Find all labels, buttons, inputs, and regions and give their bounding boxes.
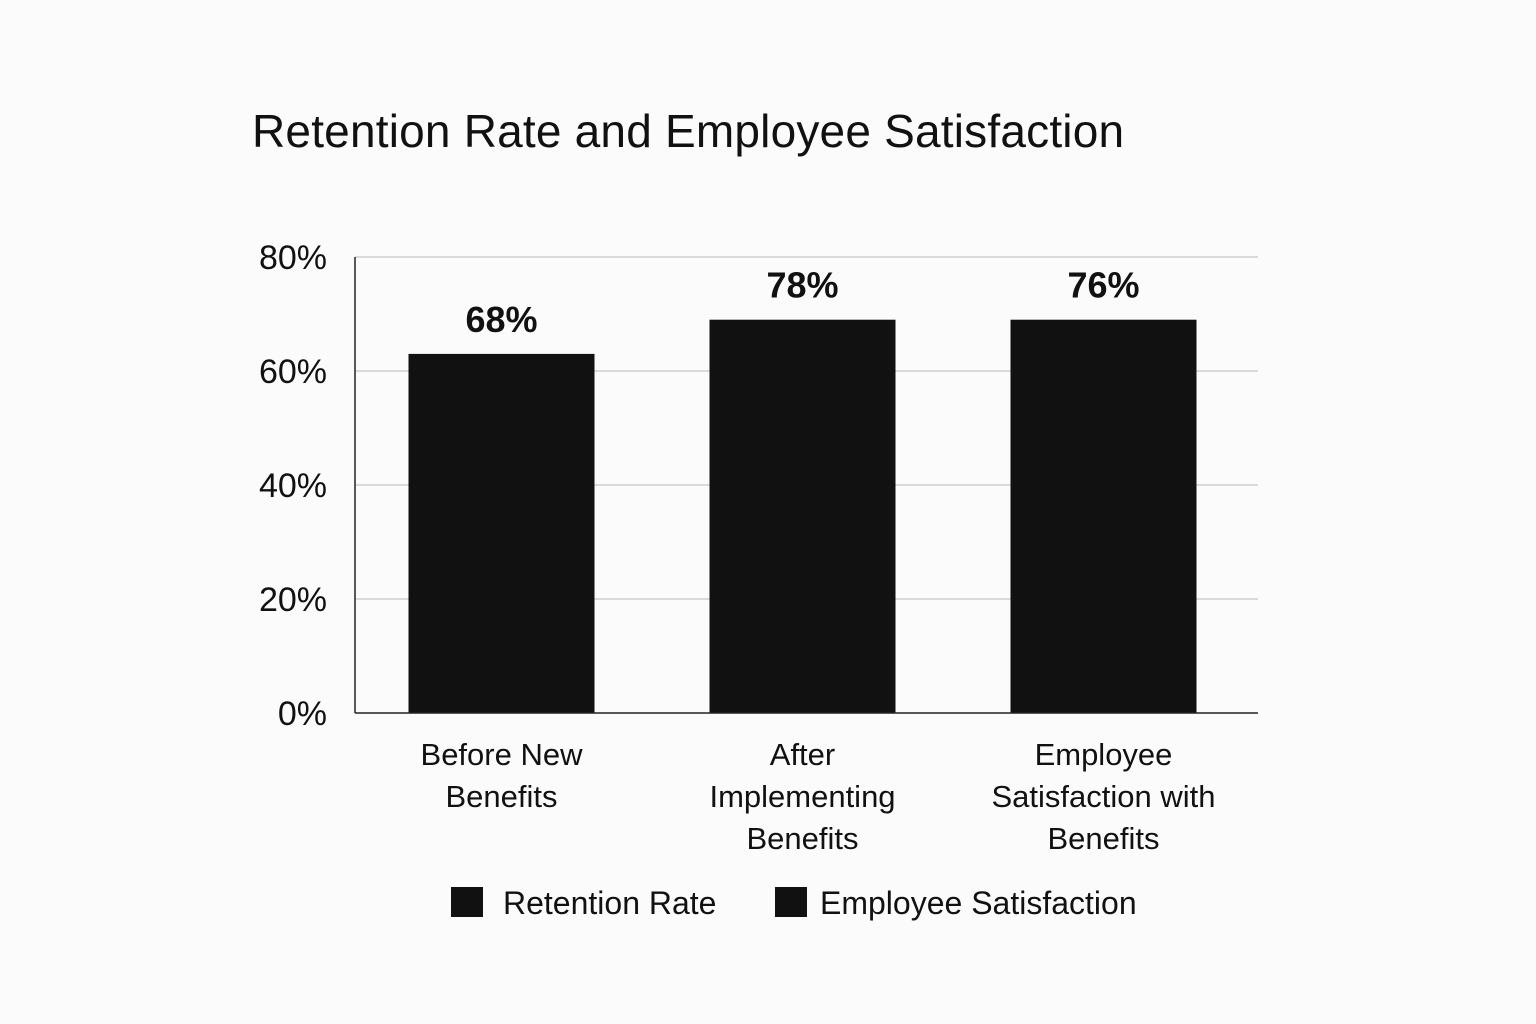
y-tick-label: 80%	[259, 239, 327, 277]
axes	[354, 257, 1258, 714]
y-tick-label: 20%	[259, 581, 327, 619]
bar	[408, 353, 595, 713]
legend-label: Retention Rate	[503, 885, 716, 921]
y-tick-label: 0%	[278, 695, 327, 733]
y-tick-label: 40%	[259, 467, 327, 505]
data-labels: 68% 78% 76%	[465, 265, 1139, 340]
legend: Retention Rate Employee Satisfaction	[451, 885, 1137, 921]
bar	[1010, 319, 1197, 713]
bars	[408, 319, 1197, 713]
x-tick-label: Employee Satisfaction with Benefits	[992, 737, 1216, 856]
x-tick-label: Before New Benefits	[421, 737, 584, 814]
legend-label: Employee Satisfaction	[820, 885, 1137, 921]
x-tick-label: After Implementing Benefits	[709, 737, 895, 856]
data-label: 76%	[1067, 265, 1139, 306]
data-label: 78%	[766, 265, 838, 306]
legend-swatch	[451, 887, 483, 917]
y-axis-ticks: 0% 20% 40% 60% 80%	[259, 239, 327, 733]
y-tick-label: 60%	[259, 353, 327, 391]
legend-swatch	[775, 887, 807, 917]
x-axis-categories: Before New Benefits After Implementing Benef…	[421, 737, 1216, 856]
chart-title: Retention Rate and Employee Satisfaction	[252, 105, 1125, 157]
bar	[709, 319, 896, 713]
data-label: 68%	[465, 299, 537, 340]
